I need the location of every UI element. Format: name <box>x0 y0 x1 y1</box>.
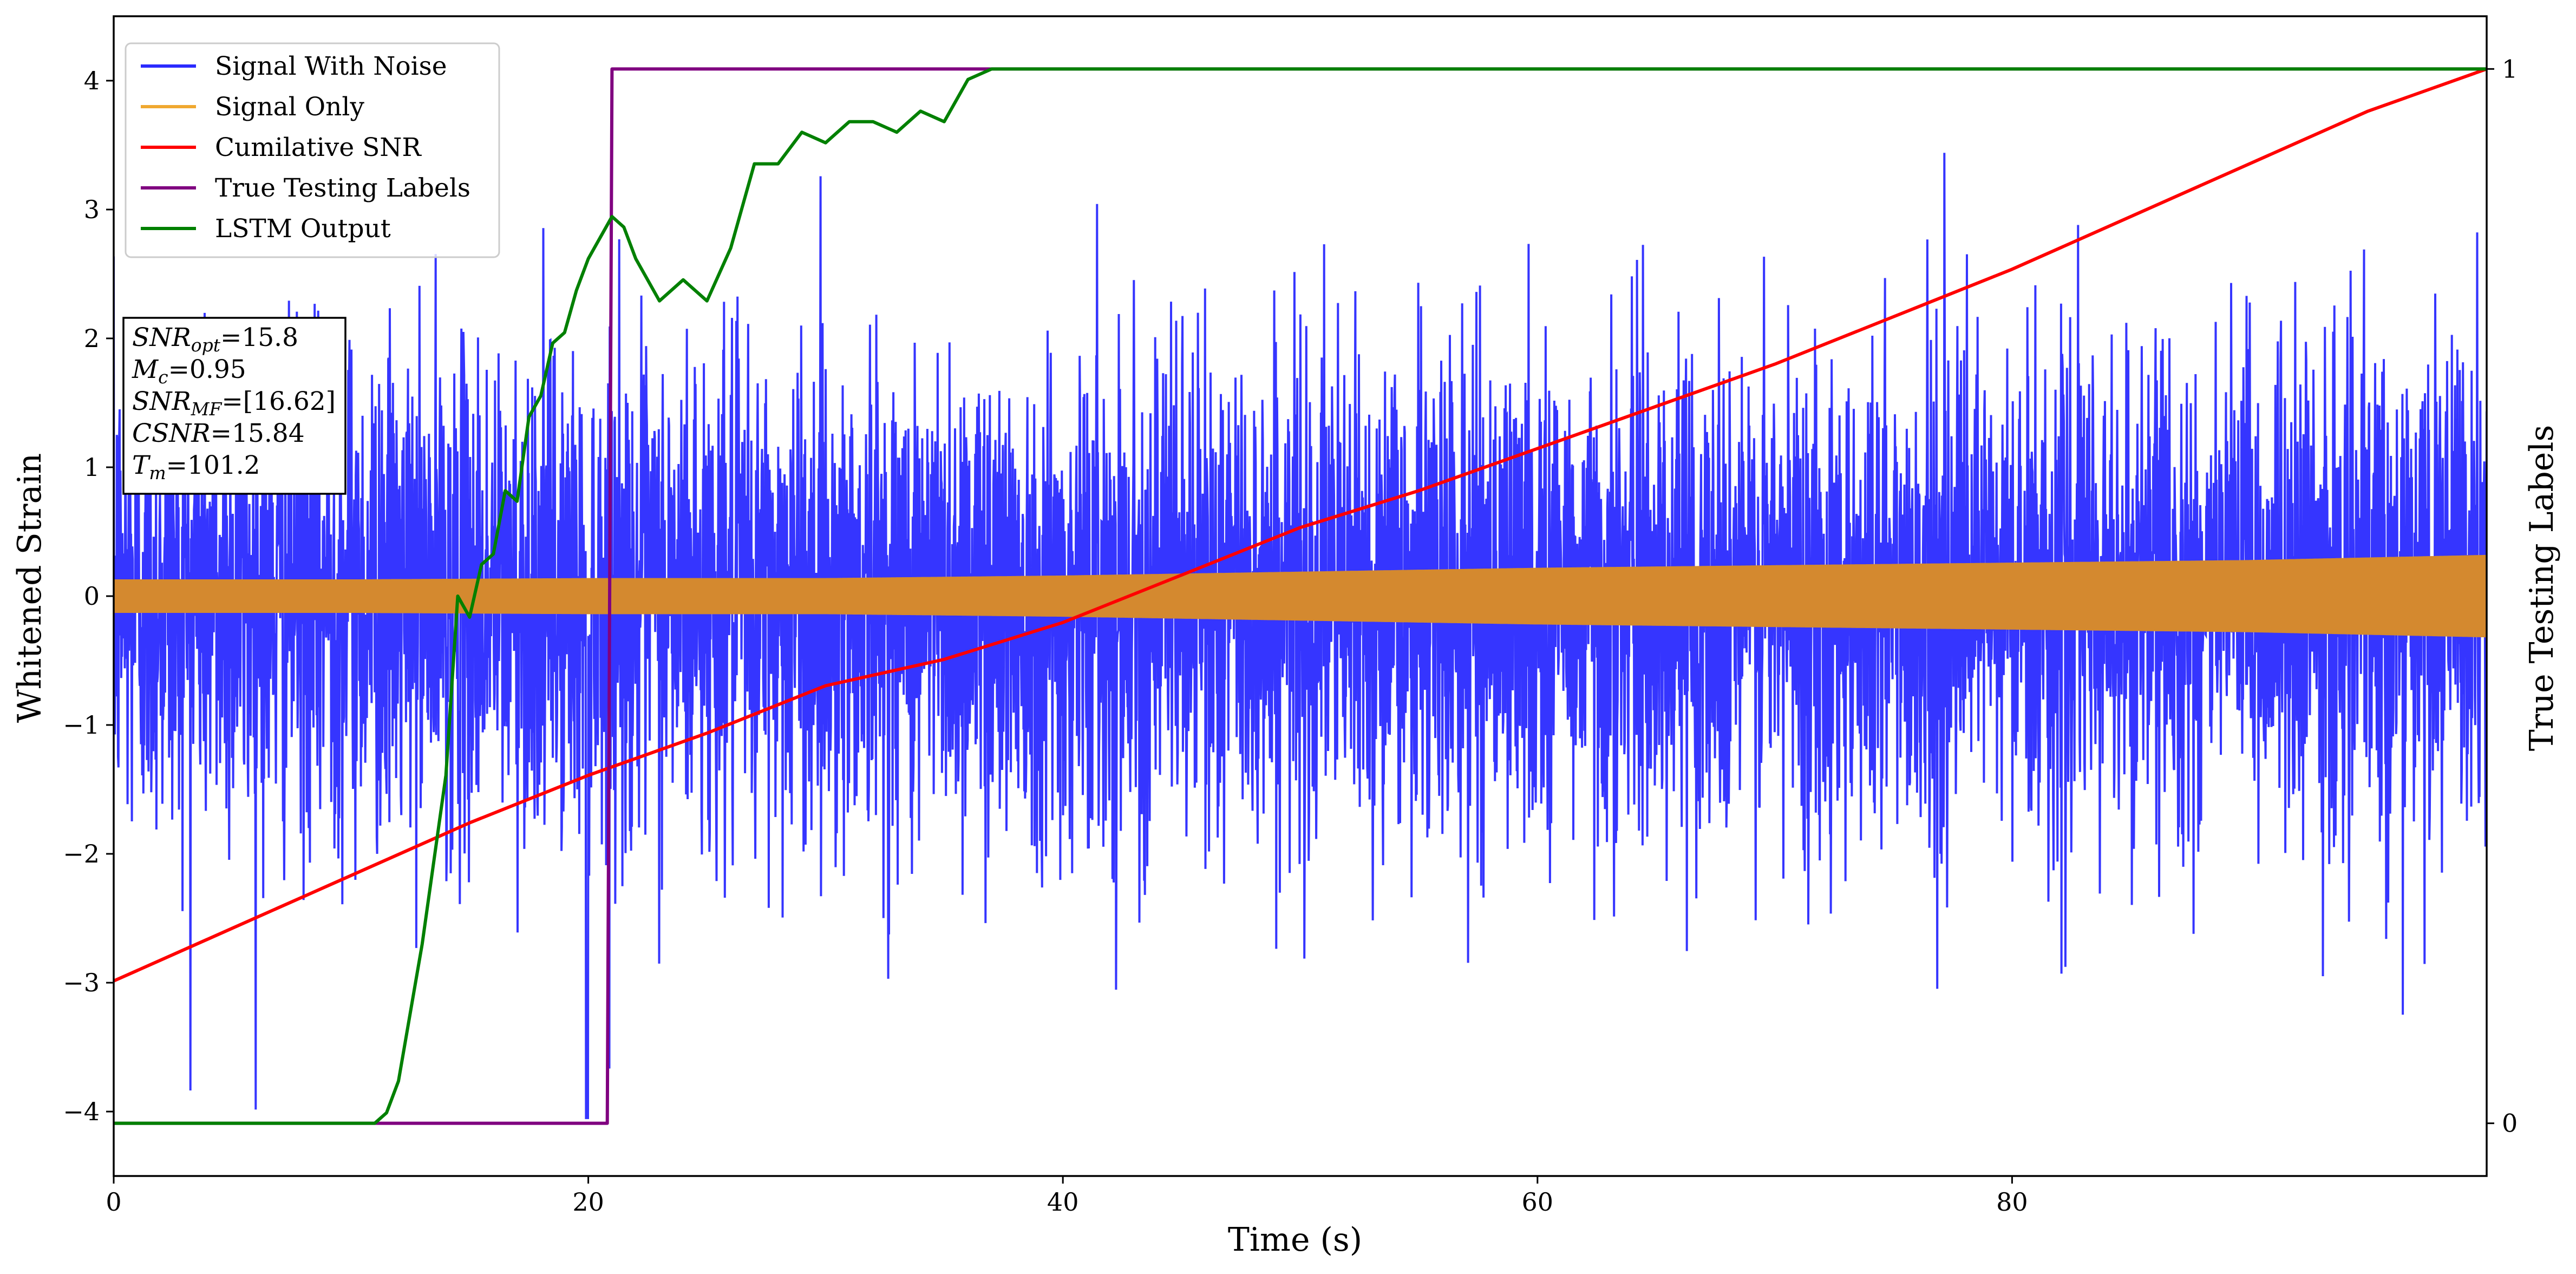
x-axis-label: Time (s) <box>1228 1221 1362 1259</box>
series-lstm-output <box>114 67 2487 1125</box>
legend: Signal With Noise Signal Only Cumilative S… <box>125 42 500 258</box>
series-cumilative-snr <box>114 67 2487 983</box>
annotation-line: CSNR=15.84 <box>132 419 305 448</box>
x-tick-label: 80 <box>1996 1187 2028 1217</box>
y-tick-label: 3 <box>84 195 100 224</box>
legend-label: Signal With Noise <box>215 51 447 81</box>
y-tick-label: 2 <box>84 324 100 353</box>
y-tick-label: −1 <box>63 710 100 740</box>
series-signal-only <box>114 554 2487 638</box>
legend-label: Cumilative SNR <box>215 133 422 162</box>
x-tick-label: 0 <box>106 1187 121 1217</box>
legend-label: Signal Only <box>215 92 364 122</box>
annotation-line: Tm=101.2 <box>132 450 260 484</box>
annotation-frame <box>122 317 346 495</box>
y-axis-label: Whitened Strain <box>11 453 49 723</box>
legend-label: True Testing Labels <box>215 173 470 203</box>
legend-box <box>125 42 500 258</box>
annotation-line: SNRopt=15.8 <box>132 323 298 356</box>
y2-tick-label: 1 <box>2502 54 2518 83</box>
y2-tick-label: 0 <box>2502 1109 2518 1138</box>
series-true-testing-labels <box>114 67 2487 1125</box>
annotation-line: Mc=0.95 <box>132 355 246 388</box>
y-tick-label: 4 <box>84 66 100 95</box>
x-tick-label: 20 <box>572 1187 604 1217</box>
y2-axis-label: True Testing Labels <box>2523 425 2561 752</box>
plot-area <box>114 67 2487 1125</box>
y-tick-label: 1 <box>84 453 100 482</box>
y-tick-label: −4 <box>63 1097 100 1126</box>
legend-label: LSTM Output <box>215 214 391 244</box>
x-tick-label: 60 <box>1522 1187 1554 1217</box>
annotation-line: SNRMF=[16.62] <box>132 387 336 420</box>
annotation-box: SNRopt=15.8Mc=0.95SNRMF=[16.62]CSNR=15.8… <box>122 317 346 495</box>
series-signal-with-noise <box>114 153 2487 1119</box>
x-tick-label: 40 <box>1047 1187 1079 1217</box>
y-tick-label: −3 <box>63 968 100 997</box>
y-tick-label: −2 <box>63 839 100 868</box>
y-tick-label: 0 <box>84 582 100 611</box>
